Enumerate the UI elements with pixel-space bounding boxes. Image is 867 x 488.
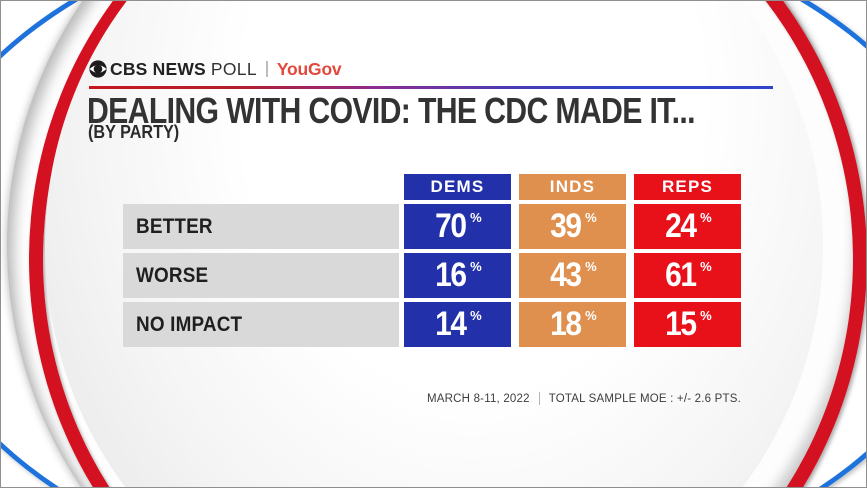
- cell-no-impact-dems: 14 %: [404, 302, 511, 347]
- brand-row: CBS NEWS POLL YouGov: [89, 58, 342, 80]
- accent-gradient-rule: [89, 86, 773, 89]
- brand-partner-label: YouGov: [276, 58, 342, 79]
- brand-network-label: CBS NEWS: [110, 58, 206, 79]
- column-header-inds: INDS: [519, 174, 626, 200]
- row-label-no-impact: NO IMPACT: [123, 302, 399, 347]
- row-label-better: BETTER: [123, 204, 399, 249]
- footer-moe: TOTAL SAMPLE MOE : +/- 2.6 PTS.: [548, 392, 741, 405]
- cell-worse-dems: 16 %: [404, 253, 511, 298]
- cell-value: 15: [665, 305, 697, 343]
- cell-value: 24: [665, 207, 697, 245]
- percent-sign: %: [700, 259, 712, 274]
- cell-value: 70: [435, 207, 467, 245]
- cell-no-impact-reps: 15 %: [634, 302, 741, 347]
- column-header-reps: REPS: [634, 174, 741, 200]
- column-header-dems: DEMS: [404, 174, 511, 200]
- row-label-text: NO IMPACT: [136, 312, 243, 336]
- percent-sign: %: [470, 210, 482, 225]
- percent-sign: %: [700, 308, 712, 323]
- cell-worse-reps: 61 %: [634, 253, 741, 298]
- cell-value: 43: [550, 256, 582, 294]
- page-subtitle: (BY PARTY): [88, 122, 180, 142]
- row-label-text: BETTER: [136, 214, 213, 238]
- cell-better-dems: 70 %: [404, 204, 511, 249]
- percent-sign: %: [470, 308, 482, 323]
- brand-poll-label: POLL: [210, 58, 257, 79]
- row-label-text: WORSE: [136, 263, 209, 287]
- cell-value: 18: [550, 305, 582, 343]
- cell-no-impact-inds: 18 %: [519, 302, 626, 347]
- cell-value: 14: [435, 305, 467, 343]
- footer-divider: [538, 392, 540, 405]
- page-title: DEALING WITH COVID: THE CDC MADE IT...: [87, 90, 695, 131]
- cbs-eye-icon: [89, 60, 107, 78]
- cell-worse-inds: 43 %: [519, 253, 626, 298]
- percent-sign: %: [585, 308, 597, 323]
- cell-value: 61: [665, 256, 697, 294]
- cell-value: 16: [435, 256, 467, 294]
- cell-value: 39: [550, 207, 582, 245]
- footer-date: MARCH 8-11, 2022: [427, 392, 530, 405]
- cell-better-reps: 24 %: [634, 204, 741, 249]
- cell-better-inds: 39 %: [519, 204, 626, 249]
- footer: MARCH 8-11, 2022 TOTAL SAMPLE MOE : +/- …: [1, 392, 741, 405]
- brand-divider: [265, 61, 268, 77]
- percent-sign: %: [700, 210, 712, 225]
- percent-sign: %: [585, 210, 597, 225]
- percent-sign: %: [585, 259, 597, 274]
- percent-sign: %: [470, 259, 482, 274]
- row-label-worse: WORSE: [123, 253, 399, 298]
